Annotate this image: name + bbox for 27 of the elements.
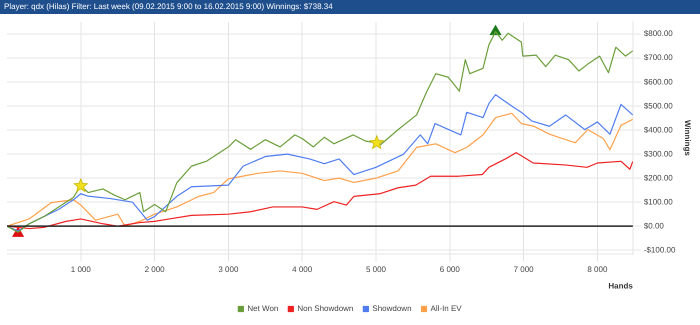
- y-tick-label: $100.00: [644, 197, 674, 206]
- x-tick-label: 3 000: [218, 264, 239, 274]
- x-axis-title: Hands: [608, 281, 634, 290]
- point: [74, 178, 88, 192]
- x-tick-label: 6 000: [440, 264, 460, 274]
- y-tick-label: $500.00: [644, 101, 674, 110]
- legend-label: Showdown: [372, 304, 412, 314]
- y-tick-label: $600.00: [644, 77, 674, 86]
- legend-label: Net Won: [247, 304, 278, 314]
- y-tick-label: -$100.00: [644, 245, 676, 254]
- x-tick-label: 2 000: [144, 264, 166, 274]
- y-tick-label: $400.00: [644, 125, 674, 134]
- x-tick-label: 8 000: [587, 264, 608, 274]
- legend-label: All-In EV: [430, 304, 462, 314]
- x-tick-label: 7 000: [514, 264, 534, 274]
- point: [370, 135, 384, 149]
- x-tick-label: 4 000: [292, 264, 313, 274]
- x-tick-label: 1 000: [70, 264, 92, 274]
- y-tick-label: $300.00: [644, 149, 674, 158]
- y-axis-title: Winnings: [682, 120, 692, 156]
- x-tick-label: 5 000: [366, 264, 387, 274]
- y-tick-label: $200.00: [644, 173, 674, 182]
- y-tick-label: $700.00: [644, 53, 674, 62]
- legend-label: Non Showdown: [297, 304, 354, 314]
- y-tick-label: $0.00: [644, 221, 664, 230]
- chart-title: Player: qdx (Hilas) Filter: Last week (09.02.2015 9:00 to 16.02.2015 9:00) Winnings: $738.34: [0, 0, 700, 14]
- y-tick-label: $800.00: [644, 29, 674, 38]
